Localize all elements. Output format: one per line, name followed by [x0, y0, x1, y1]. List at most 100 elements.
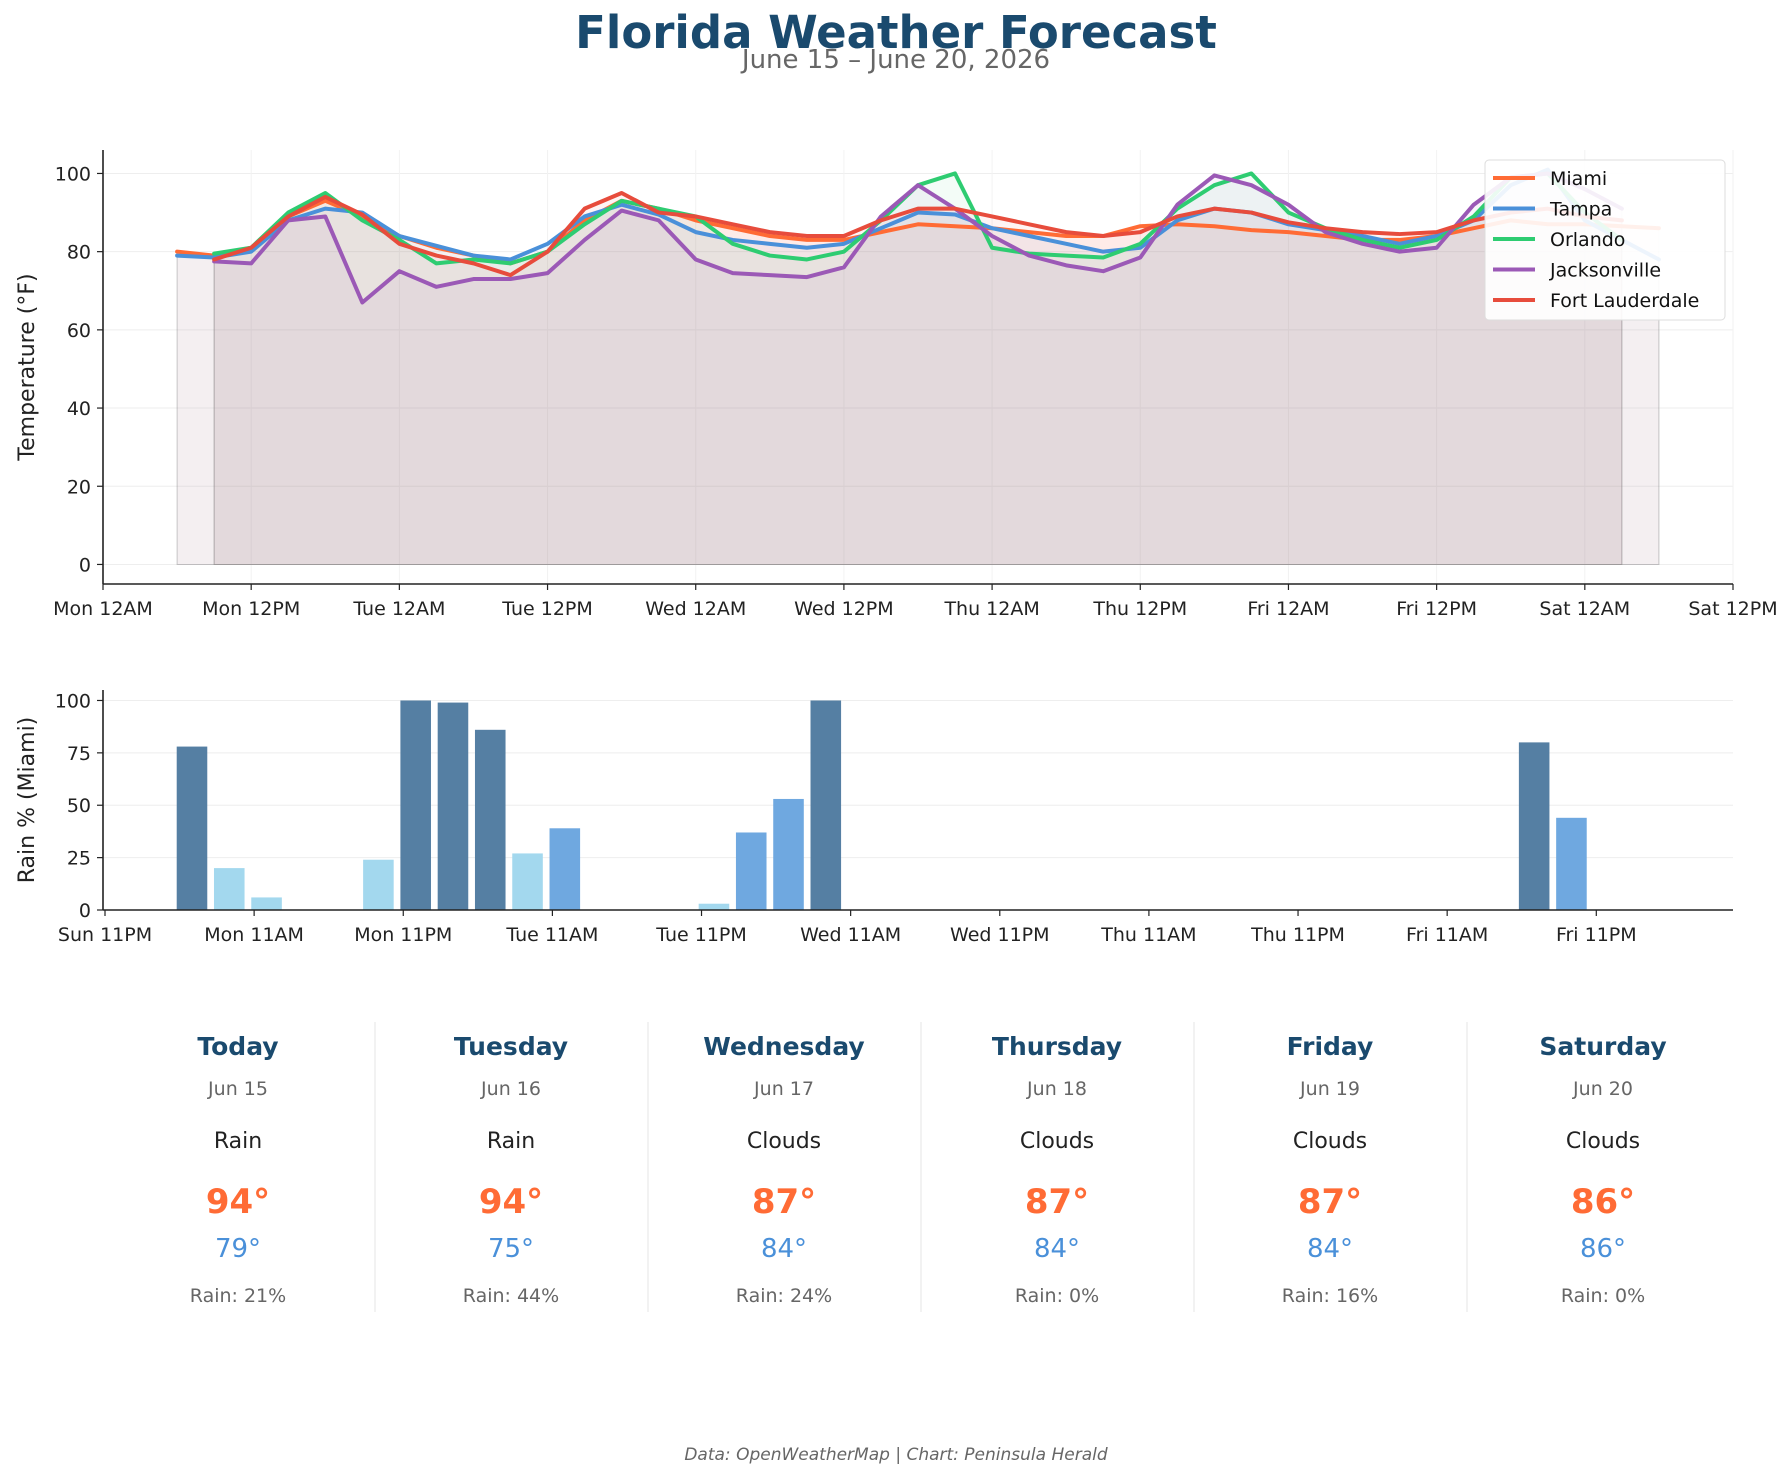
temp-xtick-label: Tue 12AM	[352, 598, 445, 620]
rain-bar	[810, 700, 842, 910]
rain-xtick-label: Sun 11PM	[58, 924, 152, 946]
rain-bar	[251, 897, 282, 910]
rain-xtick-label: Fri 11PM	[1556, 924, 1637, 946]
rain-bar	[176, 746, 208, 910]
card-date: Jun 16	[480, 1078, 541, 1100]
temp-ytick-label: 80	[67, 242, 91, 264]
card-rain-chance: Rain: 0%	[1015, 1285, 1099, 1307]
temp-xtick-label: Sat 12AM	[1539, 598, 1630, 620]
temp-xtick-label: Wed 12AM	[645, 598, 746, 620]
rain-xtick-label: Wed 11PM	[950, 924, 1050, 946]
temp-xtick-label: Thu 12AM	[943, 598, 1039, 620]
card-day-name: Today	[197, 1032, 278, 1061]
rain-ytick-label: 25	[67, 848, 91, 870]
temp-xtick-label: Mon 12PM	[202, 598, 300, 620]
rain-xtick-label: Mon 11PM	[354, 924, 452, 946]
rain-xtick-label: Mon 11AM	[204, 924, 304, 946]
forecast-card: Wednesday Jun 17 Clouds 87° 84° Rain: 24%	[703, 1032, 864, 1307]
temp-ytick-label: 100	[55, 163, 91, 185]
rain-bar	[512, 853, 543, 910]
rain-xtick-label: Thu 11AM	[1100, 924, 1196, 946]
rain-bar	[773, 798, 804, 910]
card-condition: Clouds	[747, 1129, 821, 1154]
card-high-temp: 87°	[752, 1182, 816, 1222]
rain-ytick-label: 0	[79, 900, 91, 922]
page-title: Florida Weather Forecast	[575, 6, 1217, 59]
temp-ytick-label: 40	[67, 398, 91, 420]
temp-xtick-label: Sat 12PM	[1688, 598, 1777, 620]
rain-bar	[1556, 817, 1587, 910]
card-rain-chance: Rain: 0%	[1561, 1285, 1645, 1307]
temp-line-fort-lauderdale	[212, 191, 1624, 278]
card-low-temp: 84°	[1034, 1234, 1080, 1264]
temperature-chart: 0 20 40 60 80 100 Mon 12AM Mon 12PM Tue 12AM Tue …	[15, 150, 1778, 620]
card-day-name: Saturday	[1539, 1032, 1666, 1061]
card-condition: Rain	[214, 1129, 262, 1154]
rain-bar	[1518, 742, 1550, 910]
card-low-temp: 84°	[761, 1234, 807, 1264]
card-rain-chance: Rain: 44%	[463, 1285, 559, 1307]
temp-line-tampa	[175, 167, 1661, 262]
card-date: Jun 17	[753, 1078, 814, 1100]
temp-y-axis-label: Temperature (°F)	[15, 273, 40, 461]
card-day-name: Friday	[1287, 1032, 1374, 1061]
card-high-temp: 94°	[479, 1182, 543, 1222]
card-day-name: Tuesday	[454, 1032, 568, 1061]
card-rain-chance: Rain: 21%	[190, 1285, 286, 1307]
rain-xtick-label: Wed 11AM	[800, 924, 901, 946]
forecast-card: Friday Jun 19 Clouds 87° 84° Rain: 16%	[1282, 1032, 1378, 1307]
card-rain-chance: Rain: 24%	[736, 1285, 832, 1307]
card-day-name: Wednesday	[703, 1032, 864, 1061]
card-condition: Clouds	[1566, 1129, 1640, 1154]
rain-bar	[698, 903, 730, 910]
temp-xtick-label: Thu 12PM	[1092, 598, 1187, 620]
legend-label: Jacksonville	[1549, 260, 1661, 282]
card-date: Jun 20	[1572, 1078, 1633, 1100]
temp-xtick-label: Wed 12PM	[794, 598, 894, 620]
card-high-temp: 87°	[1298, 1182, 1362, 1222]
legend-label: Miami	[1550, 168, 1607, 190]
card-condition: Clouds	[1293, 1129, 1367, 1154]
forecast-cards: Today Jun 15 Rain 94° 79° Rain: 21% Tuesday Jun…	[190, 1022, 1667, 1312]
forecast-card: Thursday Jun 18 Clouds 87° 84° Rain: 0%	[992, 1032, 1122, 1307]
temp-ytick-label: 0	[79, 554, 91, 576]
rain-bar	[437, 702, 469, 910]
rain-bar	[363, 859, 394, 910]
card-date: Jun 15	[207, 1078, 268, 1100]
rain-xtick-label: Tue 11PM	[655, 924, 747, 946]
temp-legend-box	[1484, 159, 1726, 321]
card-high-temp: 87°	[1025, 1182, 1089, 1222]
temp-line-jacksonville	[212, 171, 1624, 305]
card-high-temp: 86°	[1571, 1182, 1635, 1222]
temp-xtick-label: Fri 12PM	[1396, 598, 1477, 620]
card-high-temp: 94°	[206, 1182, 270, 1222]
footer-credit: Data: OpenWeatherMap | Chart: Peninsula …	[684, 1445, 1107, 1465]
rain-xtick-label: Thu 11PM	[1250, 924, 1345, 946]
forecast-card: Tuesday Jun 16 Rain 94° 75° Rain: 44%	[454, 1032, 568, 1307]
card-date: Jun 19	[1299, 1078, 1360, 1100]
rain-xtick-label: Tue 11AM	[505, 924, 598, 946]
legend-label: Orlando	[1550, 229, 1625, 251]
forecast-card: Today Jun 15 Rain 94° 79° Rain: 21%	[190, 1032, 286, 1307]
temp-xtick-label: Fri 12AM	[1247, 598, 1329, 620]
rain-bar	[213, 868, 245, 910]
card-low-temp: 79°	[215, 1234, 261, 1264]
rain-chart: 0 25 50 75 100 Sun 11PM Mon 11AM Mon 11PM Tue 11…	[15, 690, 1733, 946]
rain-bar	[400, 700, 431, 910]
card-low-temp: 75°	[488, 1234, 534, 1264]
rain-bar	[474, 729, 506, 910]
card-low-temp: 86°	[1580, 1234, 1626, 1264]
rain-bar	[735, 832, 767, 910]
temp-xtick-label: Mon 12AM	[53, 598, 153, 620]
card-date: Jun 18	[1026, 1078, 1087, 1100]
card-low-temp: 84°	[1307, 1234, 1353, 1264]
rain-y-axis-label: Rain % (Miami)	[15, 717, 40, 884]
legend-label: Tampa	[1549, 199, 1612, 221]
rain-bar	[549, 828, 581, 910]
page-subtitle: June 15 – June 20, 2026	[740, 45, 1050, 75]
card-condition: Rain	[487, 1129, 535, 1154]
legend-label: Fort Lauderdale	[1550, 290, 1699, 312]
rain-ytick-label: 75	[67, 743, 91, 765]
temp-ytick-label: 60	[67, 320, 91, 342]
